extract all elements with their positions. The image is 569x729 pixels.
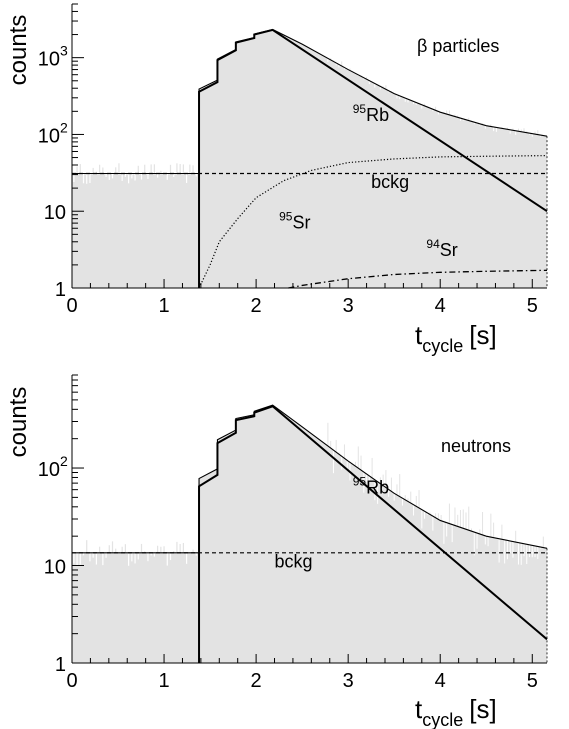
panel-label: neutrons bbox=[441, 436, 511, 456]
x-tick-label: 2 bbox=[251, 670, 262, 692]
y-axis-label: counts bbox=[5, 387, 32, 458]
annotation-element: Rb bbox=[366, 105, 389, 125]
annotation-element: Rb bbox=[366, 477, 389, 497]
x-tick-label: 2 bbox=[251, 295, 262, 317]
panel-label: β particles bbox=[417, 36, 499, 56]
series-line-total bbox=[72, 28, 548, 175]
histogram-fill bbox=[72, 29, 547, 289]
annotation-label: 95Sr bbox=[279, 209, 310, 232]
annotation-label: 95Rb bbox=[353, 474, 389, 497]
annotation-element: Sr bbox=[440, 240, 458, 260]
histogram-fill bbox=[72, 405, 547, 663]
y-axis-label: counts bbox=[5, 15, 32, 86]
x-tick-label: 5 bbox=[527, 295, 538, 317]
annotation-label: bckg bbox=[371, 172, 409, 192]
x-tick-label: 3 bbox=[343, 295, 354, 317]
y-tick-label: 10 bbox=[44, 557, 66, 579]
x-axis-label-main: t bbox=[415, 320, 423, 350]
x-tick-label: 0 bbox=[66, 295, 77, 317]
series-line-sr94 bbox=[288, 269, 548, 289]
x-tick-label: 1 bbox=[158, 670, 169, 692]
series-line-total bbox=[72, 404, 548, 554]
x-tick-label: 0 bbox=[66, 670, 77, 692]
annotation-label: bckg bbox=[275, 552, 313, 572]
y-tick-label: 1 bbox=[55, 279, 66, 301]
x-axis-label-unit: [s] bbox=[469, 694, 496, 724]
x-axis-label: tcycle [s] bbox=[415, 320, 497, 356]
x-axis-label: tcycle [s] bbox=[415, 694, 497, 729]
y-tick-label: 10 bbox=[38, 49, 60, 71]
annotation-mass-number: 95 bbox=[353, 474, 367, 488]
y-tick-exponent: 2 bbox=[60, 453, 68, 469]
annotation-mass-number: 95 bbox=[353, 102, 367, 116]
y-tick-label: 10 bbox=[38, 459, 60, 481]
x-axis-label-subscript: cycle bbox=[422, 336, 463, 356]
x-tick-label: 4 bbox=[435, 295, 446, 317]
x-axis-label-subscript: cycle bbox=[422, 710, 463, 729]
annotation-label: 95Rb bbox=[353, 102, 389, 125]
x-axis-label-unit: [s] bbox=[469, 320, 496, 350]
y-tick-label: 10 bbox=[38, 125, 60, 147]
y-tick-exponent: 3 bbox=[60, 43, 68, 59]
y-tick-exponent: 2 bbox=[60, 119, 68, 135]
y-tick-label: 10 bbox=[44, 202, 66, 224]
y-tick-label: 1 bbox=[55, 654, 66, 676]
x-tick-label: 5 bbox=[527, 670, 538, 692]
x-tick-label: 4 bbox=[435, 670, 446, 692]
annotation-element: Sr bbox=[292, 212, 310, 232]
annotation-label: 94Sr bbox=[426, 237, 457, 260]
x-tick-label: 1 bbox=[158, 295, 169, 317]
annotation-mass-number: 95 bbox=[279, 209, 293, 223]
series-line-sr95 bbox=[198, 155, 548, 289]
x-tick-label: 3 bbox=[343, 670, 354, 692]
x-axis-label-main: t bbox=[415, 694, 423, 724]
annotation-mass-number: 94 bbox=[426, 237, 440, 251]
